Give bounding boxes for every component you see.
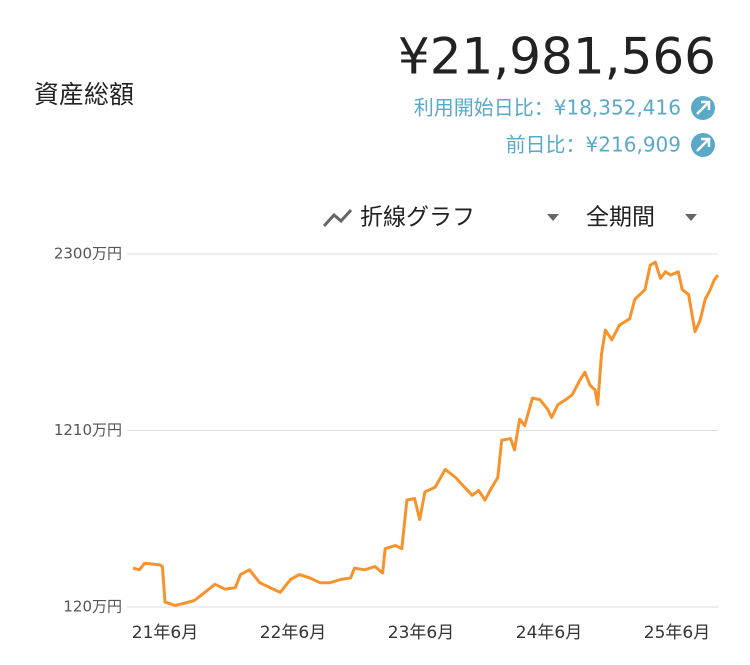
total-amount: ¥21,981,566 <box>398 28 716 86</box>
since-start-change: 利用開始日比：¥18,352,416 <box>414 96 681 120</box>
y-tick-label: 120万円 <box>63 598 122 616</box>
up-arrow-icon <box>691 96 715 120</box>
x-tick-label: 21年6月 <box>132 623 198 643</box>
period-selector[interactable]: 全期間 <box>586 205 697 231</box>
period-label[interactable]: 全期間 <box>586 205 655 231</box>
x-tick-label: 22年6月 <box>260 623 326 643</box>
x-tick-label: 23年6月 <box>388 623 454 643</box>
x-tick-label: 24年6月 <box>516 623 582 643</box>
price-line <box>132 260 720 607</box>
x-tick-label: 25年6月 <box>644 623 710 643</box>
chart: 120万円 1210万円 2300万円 21年6月 22年6月 23年6月 24年6月 25年… <box>54 245 720 643</box>
chart-type-label[interactable]: 折線グラフ <box>360 205 475 231</box>
day-change: 前日比：¥216,909 <box>506 133 681 157</box>
chart-type-selector[interactable]: 折線グラフ <box>322 205 559 231</box>
up-arrow-icon <box>691 133 715 157</box>
y-tick-label: 2300万円 <box>54 245 122 263</box>
asset-title: 資産総額 <box>34 80 134 109</box>
y-tick-label: 1210万円 <box>54 421 122 439</box>
